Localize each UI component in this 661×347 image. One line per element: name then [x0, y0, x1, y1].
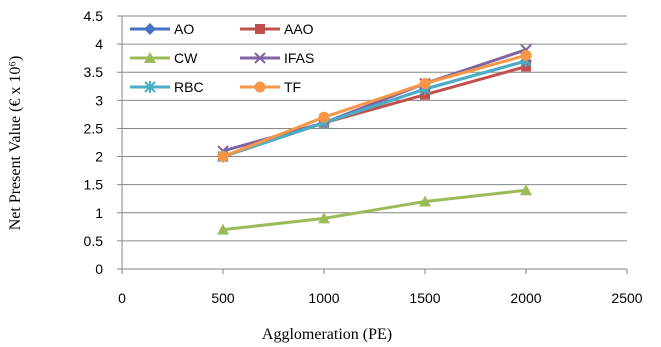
legend-marker	[144, 81, 156, 93]
data-point	[318, 111, 330, 123]
data-point	[419, 77, 431, 89]
y-tick-label: 4	[95, 36, 103, 52]
legend-marker	[254, 81, 266, 93]
series-aao	[218, 61, 531, 162]
series-line	[222, 188, 527, 232]
legend-item-rbc: RBC	[130, 79, 204, 95]
x-tick-label: 0	[118, 290, 126, 306]
data-point	[217, 151, 229, 163]
y-tick-label: 2.5	[84, 120, 104, 136]
series-cw	[217, 184, 532, 235]
data-point	[520, 49, 532, 61]
x-axis-title: Agglomeration (PE)	[262, 326, 392, 343]
data-point	[217, 223, 229, 235]
legend-item-aao: AAO	[240, 21, 314, 37]
legend-label: AO	[174, 21, 194, 37]
legend-label: AAO	[284, 21, 314, 37]
x-tick-label: 1500	[409, 290, 440, 306]
legend-marker	[255, 24, 265, 34]
y-axis-title: Net Present Value (€ x 10⁶)	[7, 56, 24, 231]
x-tick-label: 1000	[308, 290, 339, 306]
data-point	[318, 212, 330, 224]
legend-label: IFAS	[284, 50, 314, 66]
legend: AO AAO CW IFAS RBC TF	[130, 21, 314, 95]
x-tick-label: 500	[211, 290, 235, 306]
legend-marker	[254, 52, 266, 64]
data-point	[419, 195, 431, 207]
data-point	[520, 184, 532, 196]
y-tick-label: 3.5	[84, 64, 104, 80]
x-tick-label: 2500	[611, 290, 642, 306]
gridlines	[122, 15, 627, 242]
y-tick-label: 0	[95, 261, 103, 277]
legend-item-cw: CW	[130, 50, 198, 66]
y-tick-label: 3	[95, 92, 103, 108]
y-tick-label: 1.5	[84, 177, 104, 193]
series-line	[222, 53, 527, 158]
x-tick-labels: 0 500 1000 1500 2000 2500	[118, 290, 643, 306]
legend-marker	[144, 23, 156, 35]
series-tf	[217, 49, 532, 163]
legend-marker	[144, 52, 156, 63]
axes	[117, 15, 628, 274]
legend-item-tf: TF	[240, 79, 301, 95]
legend-label: CW	[174, 50, 198, 66]
legend-item-ao: AO	[130, 21, 194, 37]
series-line	[222, 65, 527, 158]
x-tick-label: 2000	[510, 290, 541, 306]
legend-label: RBC	[174, 79, 204, 95]
legend-item-ifas: IFAS	[240, 50, 314, 66]
y-tick-label: 2	[95, 149, 103, 165]
y-tick-label: 1	[95, 205, 103, 221]
legend-label: TF	[284, 79, 301, 95]
series-line	[222, 59, 527, 158]
y-tick-label: 4.5	[84, 8, 104, 24]
series-group	[217, 44, 532, 235]
y-tick-label: 0.5	[84, 233, 104, 249]
y-tick-labels: 0 0.5 1 1.5 2 2.5 3 3.5 4 4.5	[84, 8, 104, 277]
